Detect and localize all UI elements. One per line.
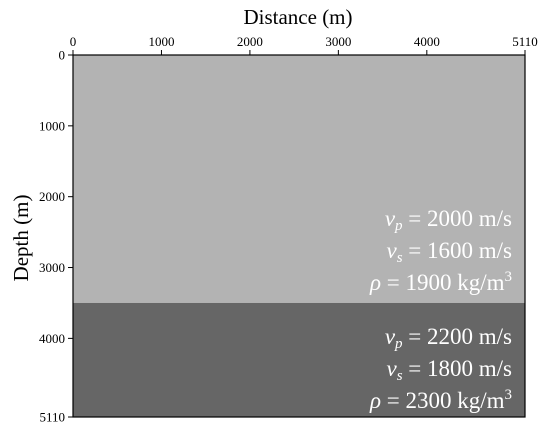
lower-layer-properties: vp = 2200 m/s vs = 1800 m/s ρ = 2300 kg/…	[369, 324, 512, 413]
y-tick-label: 4000	[39, 331, 65, 346]
x-tick-label: 3000	[325, 34, 351, 49]
x-tick-label: 4000	[414, 34, 440, 49]
upper-rho-label: ρ = 1900 kg/m3	[369, 269, 512, 295]
lower-vs-label: vs = 1800 m/s	[386, 356, 512, 384]
plot-frame	[72, 54, 526, 418]
y-axis-title: Depth (m)	[9, 195, 33, 282]
y-tick-label: 1000	[39, 118, 65, 133]
x-tick-label: 0	[70, 34, 77, 49]
x-tick-label: 5110	[512, 34, 538, 49]
upper-vp-label: vp = 2000 m/s	[385, 206, 512, 234]
y-axis-ticks: 0 1000 2000 3000 4000 5110	[39, 48, 73, 425]
y-tick-label: 5110	[39, 410, 65, 425]
y-tick-label: 2000	[39, 189, 65, 204]
lower-layer-fill	[73, 302, 525, 417]
y-tick-label: 0	[59, 48, 66, 63]
x-tick-label: 2000	[237, 34, 263, 49]
y-tick-label: 3000	[39, 260, 65, 275]
x-axis-ticks: 0 1000 2000 3000 4000 5110	[70, 34, 538, 55]
lower-rho-label: ρ = 2300 kg/m3	[369, 387, 512, 413]
upper-layer-fill	[73, 55, 525, 303]
x-axis-title: Distance (m)	[243, 5, 352, 29]
lower-vp-label: vp = 2200 m/s	[385, 324, 512, 352]
upper-layer-properties: vp = 2000 m/s vs = 1600 m/s ρ = 1900 kg/…	[369, 206, 512, 295]
upper-vs-label: vs = 1600 m/s	[386, 238, 512, 266]
x-tick-label: 1000	[148, 34, 174, 49]
